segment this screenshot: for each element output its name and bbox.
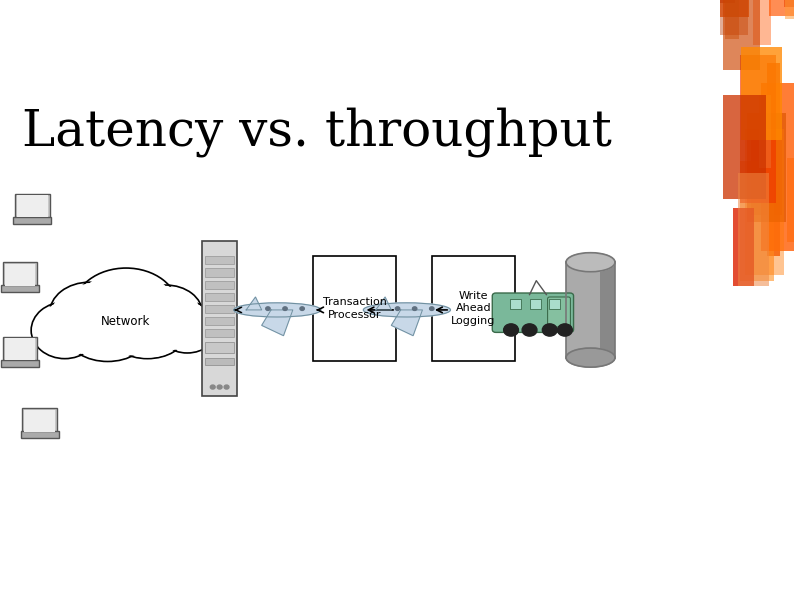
Polygon shape <box>246 297 262 310</box>
FancyBboxPatch shape <box>530 299 541 309</box>
FancyBboxPatch shape <box>3 337 37 362</box>
FancyBboxPatch shape <box>205 317 234 325</box>
FancyBboxPatch shape <box>5 339 35 360</box>
FancyBboxPatch shape <box>787 159 794 242</box>
FancyBboxPatch shape <box>784 0 794 7</box>
Circle shape <box>210 385 215 389</box>
FancyBboxPatch shape <box>3 262 37 287</box>
FancyBboxPatch shape <box>1 359 39 367</box>
FancyBboxPatch shape <box>205 330 234 337</box>
FancyBboxPatch shape <box>767 63 780 256</box>
Ellipse shape <box>156 302 218 353</box>
Ellipse shape <box>364 303 450 317</box>
Circle shape <box>395 307 399 311</box>
FancyBboxPatch shape <box>725 0 738 39</box>
FancyBboxPatch shape <box>754 540 762 583</box>
FancyBboxPatch shape <box>22 408 57 433</box>
FancyBboxPatch shape <box>740 55 776 203</box>
Ellipse shape <box>110 313 184 359</box>
FancyBboxPatch shape <box>548 297 570 327</box>
Ellipse shape <box>129 285 202 342</box>
Circle shape <box>557 324 572 336</box>
Ellipse shape <box>114 315 181 357</box>
Ellipse shape <box>233 303 321 317</box>
FancyBboxPatch shape <box>741 47 782 140</box>
FancyBboxPatch shape <box>202 241 237 396</box>
FancyBboxPatch shape <box>314 256 396 361</box>
Text: Transaction
Processor: Transaction Processor <box>322 297 387 319</box>
Text: HighLoad++: HighLoad++ <box>749 320 769 469</box>
FancyBboxPatch shape <box>718 0 749 17</box>
Circle shape <box>542 324 557 336</box>
FancyBboxPatch shape <box>724 540 746 583</box>
FancyBboxPatch shape <box>600 262 615 358</box>
Ellipse shape <box>31 302 98 359</box>
FancyBboxPatch shape <box>205 281 234 288</box>
FancyBboxPatch shape <box>733 208 754 288</box>
Polygon shape <box>262 310 293 336</box>
FancyBboxPatch shape <box>13 216 52 224</box>
Circle shape <box>430 307 434 311</box>
FancyBboxPatch shape <box>205 342 234 353</box>
Ellipse shape <box>132 287 199 339</box>
FancyBboxPatch shape <box>205 256 234 265</box>
Text: nl: nl <box>733 556 752 574</box>
FancyBboxPatch shape <box>769 0 794 15</box>
Circle shape <box>503 324 518 336</box>
Circle shape <box>413 307 417 311</box>
Ellipse shape <box>71 312 145 359</box>
Ellipse shape <box>49 282 129 344</box>
FancyBboxPatch shape <box>716 0 735 2</box>
FancyBboxPatch shape <box>205 305 234 313</box>
Ellipse shape <box>159 304 215 351</box>
Ellipse shape <box>566 253 615 272</box>
FancyBboxPatch shape <box>738 173 769 302</box>
FancyBboxPatch shape <box>751 138 782 215</box>
FancyBboxPatch shape <box>785 0 794 19</box>
FancyBboxPatch shape <box>740 161 773 281</box>
FancyBboxPatch shape <box>566 262 615 358</box>
FancyBboxPatch shape <box>759 95 771 168</box>
Text: Write
Ahead
Logging: Write Ahead Logging <box>451 291 495 326</box>
FancyBboxPatch shape <box>549 299 560 309</box>
Circle shape <box>522 324 537 336</box>
Ellipse shape <box>78 271 174 344</box>
FancyBboxPatch shape <box>761 83 794 252</box>
FancyBboxPatch shape <box>5 264 35 285</box>
Polygon shape <box>391 310 422 336</box>
FancyBboxPatch shape <box>25 410 55 432</box>
Ellipse shape <box>74 268 178 347</box>
FancyBboxPatch shape <box>205 268 234 277</box>
FancyBboxPatch shape <box>510 299 521 309</box>
FancyBboxPatch shape <box>205 293 234 301</box>
Circle shape <box>300 307 304 311</box>
FancyBboxPatch shape <box>492 293 573 333</box>
Ellipse shape <box>52 285 126 342</box>
FancyBboxPatch shape <box>17 195 48 217</box>
FancyBboxPatch shape <box>745 129 784 275</box>
FancyBboxPatch shape <box>15 194 50 219</box>
FancyBboxPatch shape <box>768 540 788 583</box>
FancyBboxPatch shape <box>1 285 39 292</box>
Ellipse shape <box>34 305 96 356</box>
Text: Network: Network <box>102 315 151 328</box>
Ellipse shape <box>566 348 615 367</box>
FancyBboxPatch shape <box>754 0 771 45</box>
FancyBboxPatch shape <box>723 0 760 70</box>
Circle shape <box>266 307 270 311</box>
Ellipse shape <box>67 311 148 361</box>
FancyBboxPatch shape <box>723 95 765 199</box>
FancyBboxPatch shape <box>747 113 786 222</box>
FancyBboxPatch shape <box>205 358 234 365</box>
FancyBboxPatch shape <box>713 0 748 35</box>
Polygon shape <box>376 297 391 310</box>
FancyBboxPatch shape <box>432 256 515 361</box>
Circle shape <box>283 307 287 311</box>
Circle shape <box>224 385 229 389</box>
FancyBboxPatch shape <box>21 431 59 438</box>
Circle shape <box>218 385 222 389</box>
Text: Latency vs. throughput: Latency vs. throughput <box>21 107 611 157</box>
